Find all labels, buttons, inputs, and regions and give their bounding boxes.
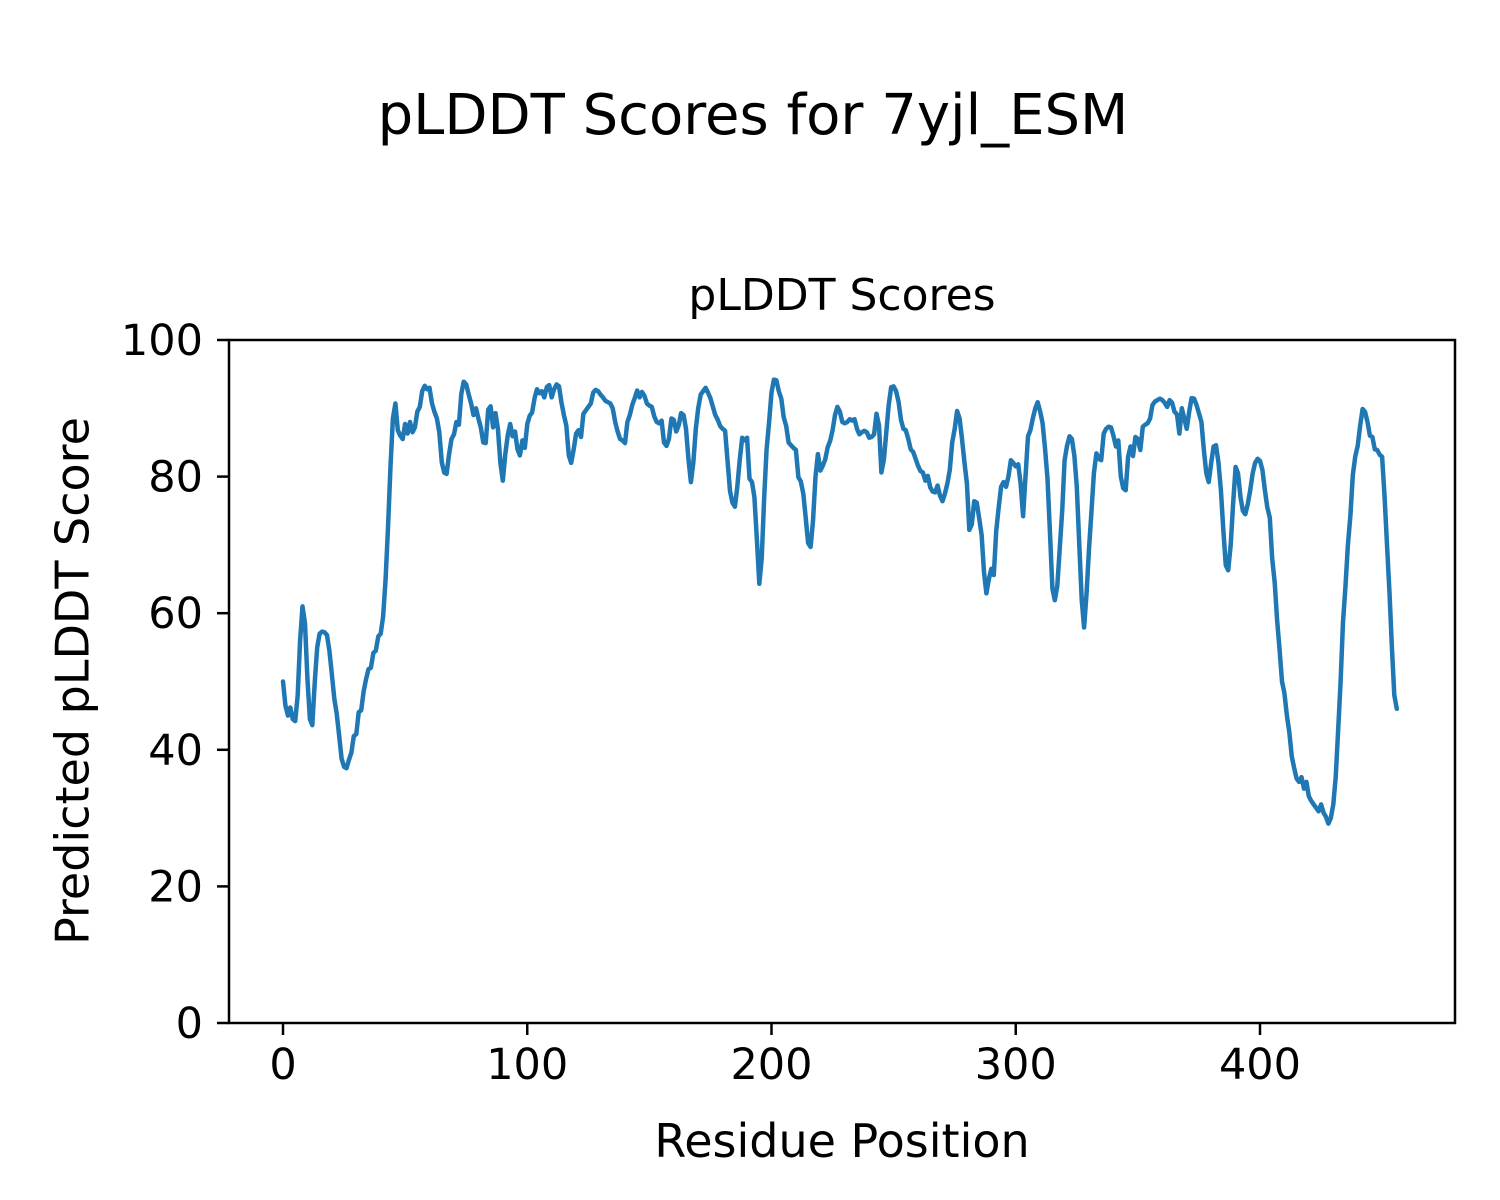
y-tick-label: 80 bbox=[148, 453, 203, 503]
axes-spines bbox=[227, 338, 1457, 1025]
y-axis-ticks: 0 20 40 60 80 100 bbox=[121, 316, 229, 1049]
series-line-pLDDT bbox=[280, 377, 1400, 826]
x-tick-label: 0 bbox=[269, 1040, 296, 1090]
x-tick-label: 200 bbox=[730, 1040, 812, 1090]
x-tick-label: 400 bbox=[1219, 1040, 1301, 1090]
y-tick-label: 60 bbox=[148, 589, 203, 639]
y-tick-label: 20 bbox=[148, 862, 203, 912]
y-tick-label: 100 bbox=[121, 316, 203, 366]
figure-suptitle: pLDDT Scores for 7yjl_ESM bbox=[377, 83, 1129, 148]
y-tick-label: 40 bbox=[148, 726, 203, 776]
axes-frame bbox=[227, 338, 1457, 1025]
x-axis-ticks: 0 100 200 300 400 bbox=[269, 1023, 1301, 1090]
x-tick-label: 300 bbox=[975, 1040, 1057, 1090]
y-tick-label: 0 bbox=[176, 999, 203, 1049]
axes-title: pLDDT Scores bbox=[688, 270, 996, 321]
plddt-line bbox=[280, 377, 1400, 826]
x-axis-label: Residue Position bbox=[654, 1114, 1030, 1168]
x-tick-label: 100 bbox=[486, 1040, 568, 1090]
